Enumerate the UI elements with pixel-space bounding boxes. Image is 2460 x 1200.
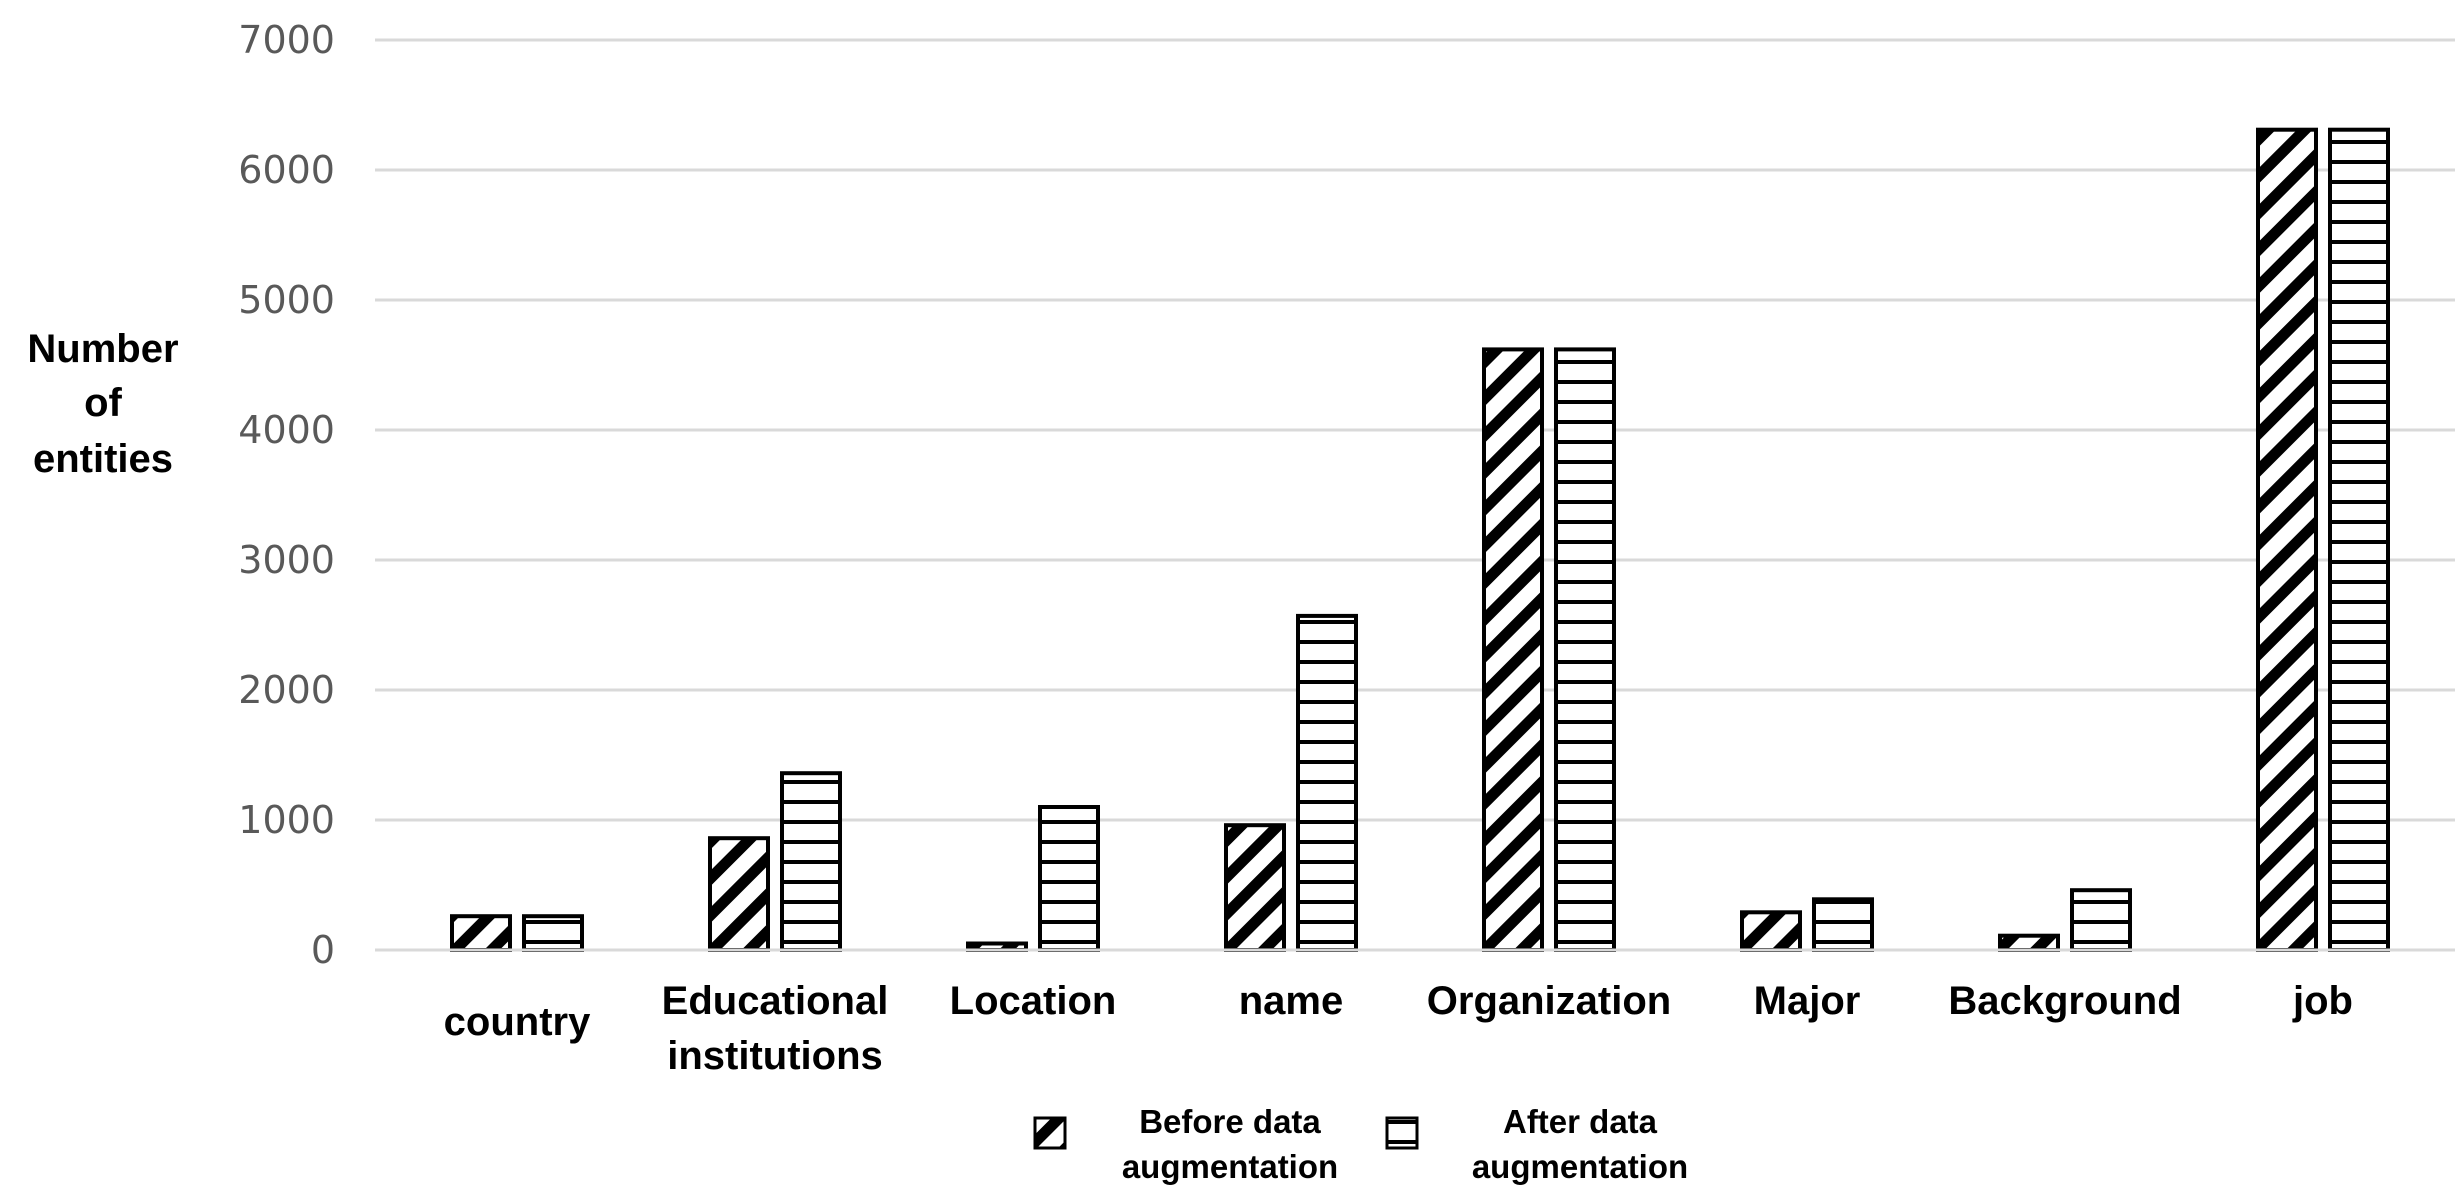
y-tick-label: 2000: [238, 668, 335, 712]
y-axis-title-line-3: entities: [33, 437, 173, 481]
x-category-label: Location: [950, 979, 1117, 1023]
legend-label: Before data augmentation: [1122, 1103, 1338, 1185]
y-axis-title-line-1: Number: [27, 327, 178, 371]
bar-after-augmentation: [1812, 897, 1874, 952]
bar-after-augmentation: [522, 914, 584, 953]
bar-before-augmentation: [1224, 823, 1286, 953]
y-axis-title-line-2: of: [84, 381, 122, 425]
y-axis-title: Number of entities: [27, 327, 178, 481]
bar-before-augmentation: [1998, 933, 2060, 953]
y-tick-label: 1000: [238, 798, 335, 842]
bar-after-augmentation: [1554, 347, 1616, 952]
y-tick-label: 3000: [238, 538, 335, 582]
legend-swatch-after: [1385, 1116, 1419, 1150]
bar-after-augmentation: [780, 771, 842, 953]
legend: Before data augmentation After data augment…: [1033, 1103, 1688, 1185]
y-tick-label: 0: [311, 928, 335, 972]
y-tick-label: 6000: [238, 148, 335, 192]
x-category-label: Major: [1754, 979, 1861, 1023]
legend-swatch-before: [1033, 1116, 1067, 1150]
bar-before-augmentation: [450, 914, 512, 953]
bar-before-augmentation: [708, 836, 770, 953]
x-category-label: Organization: [1427, 979, 1671, 1023]
x-category-label: job: [2292, 979, 2353, 1023]
x-category-label: Background: [1948, 979, 2181, 1023]
y-tick-label: 4000: [238, 408, 335, 452]
bar-after-augmentation: [2328, 127, 2390, 952]
y-tick-label: 7000: [238, 18, 335, 62]
bar-before-augmentation: [2256, 127, 2318, 952]
x-category-label: Educational institutions: [662, 979, 889, 1078]
legend-label: After data augmentation: [1472, 1103, 1688, 1185]
category-labels: country Educational institutions Location na…: [444, 979, 2353, 1078]
gridlines: [375, 38, 2455, 822]
y-axis-ticks: 0 1000 2000 3000 4000 5000 6000 7000: [238, 18, 335, 972]
bar-after-augmentation: [1296, 613, 1358, 953]
x-category-label: country: [444, 1000, 591, 1044]
bar-before-augmentation: [1482, 347, 1544, 952]
x-category-label: name: [1239, 979, 1344, 1023]
bar-after-augmentation: [2070, 888, 2132, 953]
bar-after-augmentation: [1038, 805, 1100, 952]
bar-before-augmentation: [1740, 910, 1802, 952]
y-tick-label: 5000: [238, 278, 335, 322]
bars: [450, 127, 2390, 953]
